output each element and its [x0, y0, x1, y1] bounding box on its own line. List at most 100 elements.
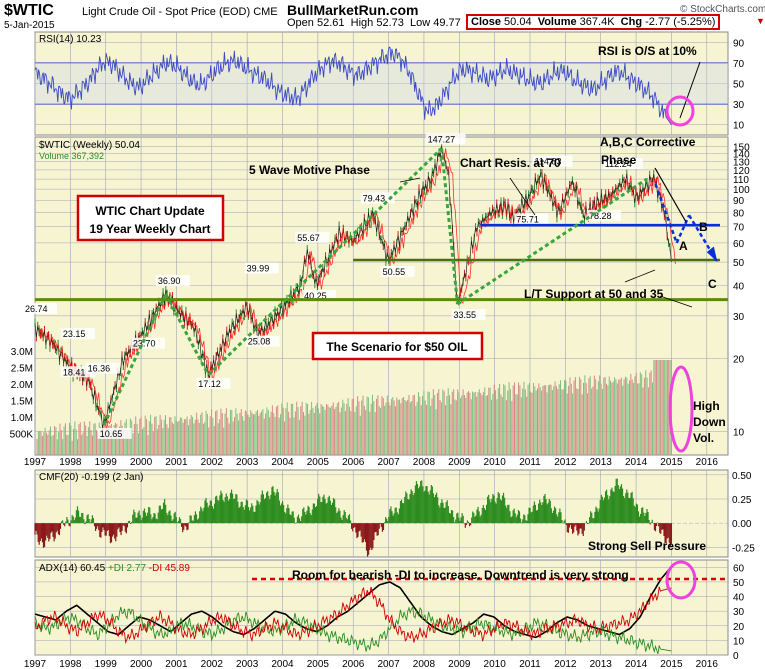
x-tick-label: 2015 — [660, 659, 683, 669]
price-label-bg — [97, 427, 132, 439]
wave-a-label: A — [679, 239, 688, 253]
price-label-bg — [360, 192, 395, 204]
price-label-bg — [245, 335, 280, 347]
x-tick-label: 2008 — [413, 457, 436, 468]
x-tick-label: 2003 — [236, 457, 259, 468]
x-tick-label: 2012 — [554, 457, 577, 468]
x-tick-label: 2004 — [271, 659, 294, 669]
high-down-vol-annotation: Down — [693, 415, 726, 429]
cmf-tick-label: 0.25 — [732, 495, 752, 506]
ohl-label: Open 52.61 High 52.73 Low 49.77 — [287, 17, 461, 29]
adx-highlight-circle — [665, 560, 697, 600]
price-point-label: 26.74 — [25, 304, 48, 314]
high-down-vol-annotation: High — [693, 399, 720, 413]
price-point-label: 36.90 — [158, 276, 181, 286]
price-point-label: 55.67 — [297, 233, 320, 243]
adx-tick-label: 0 — [733, 651, 739, 662]
support-annotation: L/T Support at 50 and 35 — [524, 287, 664, 301]
price-label-bg — [85, 362, 120, 374]
price-point-label: 40.25 — [304, 291, 327, 301]
price-tick-label: 120 — [733, 166, 750, 177]
close-summary-box: Close 50.04 Volume 367.4K Chg -2.77 (-5.… — [466, 14, 721, 30]
rsi-line — [34, 46, 672, 125]
trend-line — [102, 293, 168, 426]
x-tick-label: 2015 — [660, 457, 683, 468]
rsi-tick-label: 50 — [733, 80, 745, 91]
cmf-tick-label: 0.00 — [732, 519, 752, 530]
trend-line — [164, 293, 210, 376]
x-tick-label: 2011 — [519, 659, 541, 669]
price-label-bg — [380, 265, 415, 277]
abc-arrow-b — [675, 214, 691, 244]
x-tick-label: 1999 — [95, 457, 118, 468]
x-tick-label: 2001 — [165, 659, 188, 669]
x-tick-label: 2008 — [413, 659, 436, 669]
watermark-label: © StockCharts.com — [680, 4, 765, 15]
trend-line — [207, 147, 443, 376]
price-label-bg — [425, 133, 466, 145]
cmf-title: CMF(20) -0.199 (2 Jan) — [39, 472, 143, 483]
adx-series-line — [34, 586, 672, 645]
five-wave-annotation: 5 Wave Motive Phase — [249, 163, 370, 177]
cmf-tick-label: -0.25 — [732, 543, 755, 554]
adx-tick-label: 30 — [733, 607, 745, 618]
x-tick-label: 2013 — [590, 457, 613, 468]
price-point-label: 17.12 — [198, 379, 221, 389]
price-tick-label: 30 — [733, 312, 745, 323]
x-tick-label: 2010 — [484, 659, 507, 669]
exchange-label: CME — [253, 6, 278, 18]
price-line — [34, 146, 672, 430]
abc-pointer — [654, 167, 687, 223]
x-tick-label: 2006 — [342, 659, 365, 669]
x-tick-label: 2007 — [377, 457, 400, 468]
volume-tick-label: 2.5M — [11, 364, 33, 375]
x-tick-label: 2014 — [625, 457, 648, 468]
x-tick-label: 2003 — [236, 659, 259, 669]
price-label-bg — [244, 262, 279, 274]
x-tick-label: 2011 — [519, 457, 541, 468]
adx-title-part: ADX(14) 60.45 — [39, 563, 108, 574]
price-point-label: 112.24 — [605, 159, 632, 169]
resis-annotation: Chart Resis. at 70 — [460, 156, 561, 170]
subtitle-label: Light Crude Oil - Spot Price (EOD) CME — [82, 6, 278, 18]
price-label-bg — [532, 155, 573, 167]
volume-highlight-circle — [668, 365, 694, 453]
price-point-label: 75.71 — [516, 214, 539, 224]
price-label-bg — [60, 366, 95, 378]
price-label-bg — [23, 302, 57, 314]
price-tick-label: 50 — [733, 258, 745, 269]
price-point-label: 50.55 — [383, 267, 406, 277]
x-tick-label: 2009 — [448, 457, 471, 468]
adx-tick-label: 60 — [733, 563, 745, 574]
price-tick-label: 40 — [733, 282, 745, 293]
trend-line — [440, 148, 460, 305]
x-tick-label: 2006 — [342, 457, 365, 468]
price-point-label: 114.83 — [535, 157, 562, 167]
update-box-line: 19 Year Weekly Chart — [90, 222, 211, 236]
x-tick-label: 2010 — [484, 457, 507, 468]
price-label-bg — [514, 213, 549, 225]
price-label-bg — [196, 377, 231, 389]
trend-line — [456, 177, 648, 306]
price-tick-label: 100 — [733, 185, 750, 196]
wave-c-label: C — [708, 277, 717, 291]
volume-tick-label: 1.5M — [11, 397, 33, 408]
adx-tick-label: 10 — [733, 636, 745, 647]
price-point-label: 147.27 — [428, 134, 456, 144]
rsi-tick-label: 30 — [733, 100, 745, 111]
x-tick-label: 2004 — [271, 457, 294, 468]
price-point-label: 78.28 — [589, 211, 612, 221]
update-box — [76, 194, 225, 242]
price-point-label: 10.65 — [100, 429, 123, 439]
abc-annotation: A,B,C Corrective — [600, 135, 696, 149]
x-tick-label: 1998 — [59, 457, 82, 468]
x-tick-label: 2001 — [165, 457, 188, 468]
x-tick-label: 1998 — [59, 659, 82, 669]
price-title: $WTIC (Weekly) 50.04 — [39, 140, 140, 151]
symbol-label: $WTIC — [4, 2, 54, 19]
cmf-tick-label: 0.50 — [732, 471, 752, 482]
dropdown-triangle-icon[interactable]: ▼ — [756, 16, 765, 26]
price-tick-label: 110 — [733, 175, 749, 186]
x-tick-label: 2007 — [377, 659, 400, 669]
